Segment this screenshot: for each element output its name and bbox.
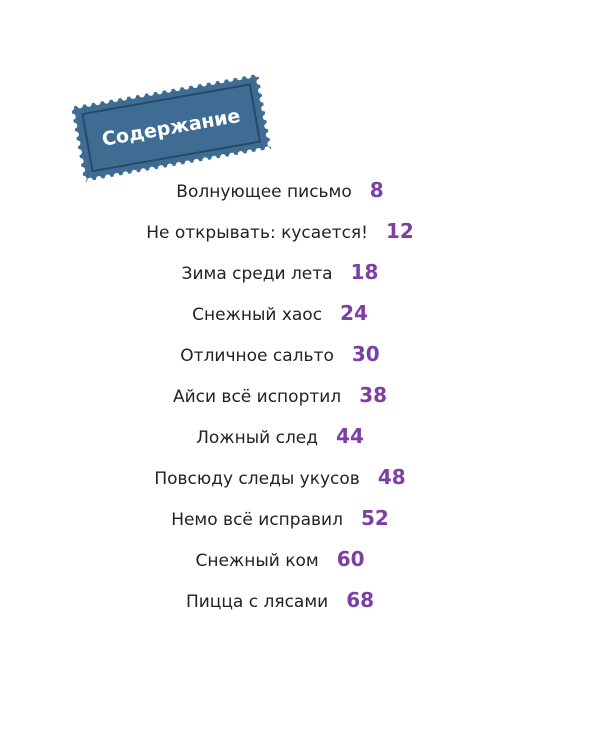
toc-entry: Зима среди лета 18: [0, 252, 560, 293]
entry-page: 12: [385, 219, 414, 243]
entry-page: 60: [336, 547, 365, 571]
entry-title: Зима среди лета: [181, 264, 333, 284]
entry-title: Не открывать: кусается!: [146, 223, 368, 243]
entry-page: 18: [350, 260, 379, 284]
toc-entry: Немо всё исправил 52: [0, 498, 560, 539]
entry-title: Отличное сальто: [180, 346, 334, 366]
toc-entry: Пицца с лясами 68: [0, 580, 560, 621]
stamp-border: [81, 83, 262, 173]
entry-title: Ложный след: [196, 428, 319, 448]
toc-entry: Ложный след 44: [0, 416, 560, 457]
toc-entry: Не открывать: кусается! 12: [0, 211, 560, 252]
toc-entry: Повсюду следы укусов 48: [0, 457, 560, 498]
toc-entry: Снежный ком 60: [0, 539, 560, 580]
entry-title: Немо всё исправил: [171, 510, 343, 530]
entry-page: 44: [336, 424, 364, 448]
contents-stamp: Содержание: [67, 72, 275, 182]
table-of-contents: Волнующее письмо 8 Не открывать: кусается!…: [0, 170, 560, 621]
toc-entry: Снежный хаос 24: [0, 293, 560, 334]
entry-page: 38: [359, 383, 388, 407]
entry-title: Снежный хаос: [192, 305, 323, 325]
toc-entry: Отличное сальто 30: [0, 334, 560, 375]
entry-page: 48: [377, 465, 406, 489]
entry-page: 30: [351, 342, 380, 366]
entry-page: 68: [346, 588, 375, 612]
entry-title: Волнующее письмо: [176, 182, 352, 202]
entry-title: Пицца с лясами: [185, 592, 329, 612]
entry-title: Снежный ком: [195, 551, 319, 571]
toc-entry: Айси всё испортил 38: [0, 375, 560, 416]
entry-title: Повсюду следы укусов: [154, 469, 360, 489]
entry-title: Айси всё испортил: [172, 387, 342, 407]
toc-entry: Волнующее письмо 8: [0, 170, 560, 211]
entry-page: 52: [360, 506, 389, 530]
entry-page: 8: [369, 178, 384, 202]
entry-page: 24: [340, 301, 368, 325]
stamp-body: [67, 72, 275, 182]
